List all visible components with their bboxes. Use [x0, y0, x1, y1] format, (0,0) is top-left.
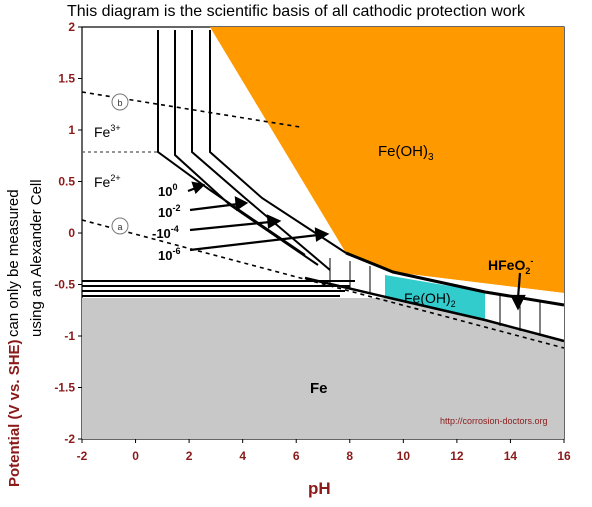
feoh3-label: Fe(OH)3: [378, 143, 434, 163]
conc-label-2: -10-4: [152, 224, 179, 241]
conc-label-3: 10-6: [158, 246, 180, 263]
y-tick-label-7: -1.5: [54, 381, 75, 395]
fe3-label: Fe3+: [94, 123, 121, 140]
x-axis-label: pH: [308, 479, 331, 498]
x-tick-label-1: 0: [132, 449, 139, 463]
feoh3-region: [210, 27, 564, 293]
x-tick-label-3: 4: [239, 449, 246, 463]
x-tick-label-0: -2: [77, 449, 88, 463]
water-line-b-label: b: [117, 98, 122, 108]
feoh2-upper-boundary: [345, 251, 565, 307]
y-axis-label: Potential (V vs. SHE): [6, 339, 23, 487]
y-tick-label-3: 0.5: [58, 175, 75, 189]
y-tick-label-4: 0: [68, 226, 75, 240]
y-axis-note-line-2: using an Alexander Cell: [28, 179, 45, 337]
hfeo2-label: HFeO2-: [488, 256, 533, 276]
x-tick-label-6: 10: [397, 449, 411, 463]
water-line-a: [81, 219, 565, 349]
conc-label-1: 10-2: [158, 203, 180, 220]
x-tick-label-4: 6: [293, 449, 300, 463]
x-tick-label-9: 16: [557, 449, 571, 463]
y-tick-label-6: -1: [64, 329, 75, 343]
source-url: http://corrosion-doctors.org: [440, 416, 548, 426]
water-line-a-label: a: [117, 222, 122, 232]
y-axis-ticks: 2 1.5 1 0.5 0 -0.5 -1 -1.5 -2: [54, 20, 82, 446]
feoh2-region: [385, 275, 485, 320]
fe-region-upper-edge: [82, 298, 564, 439]
x-tick-label-7: 12: [450, 449, 464, 463]
y-tick-label-1: 1.5: [58, 72, 75, 86]
band-dividers: [329, 258, 541, 336]
fe2-label: Fe2+: [94, 173, 121, 190]
y-axis-note-line-1: can only be measured: [5, 189, 22, 337]
y-tick-label-5: -0.5: [54, 278, 75, 292]
fe-label: Fe: [310, 380, 328, 397]
y-tick-label-2: 1: [68, 123, 75, 137]
diagram-title: This diagram is the scientific basis of …: [67, 3, 525, 20]
x-tick-label-2: 2: [186, 449, 193, 463]
water-line-a-marker: [111, 217, 129, 235]
y-tick-label-8: -2: [64, 432, 75, 446]
conc-label-0: 100: [158, 182, 177, 199]
concentration-labels: 100 10-2 -10-4 10-6: [152, 182, 180, 263]
y-tick-label-0: 2: [68, 20, 75, 34]
x-axis-ticks: -2 0 2 4 6 8 10 12 14 16: [77, 439, 571, 463]
feoh2-label: Fe(OH)2: [404, 290, 456, 309]
water-line-b-marker: [111, 93, 129, 111]
x-tick-label-8: 14: [504, 449, 518, 463]
concentration-arrows: [187, 181, 526, 311]
x-tick-label-5: 8: [346, 449, 353, 463]
feoh2-lower-boundary: [304, 276, 565, 343]
